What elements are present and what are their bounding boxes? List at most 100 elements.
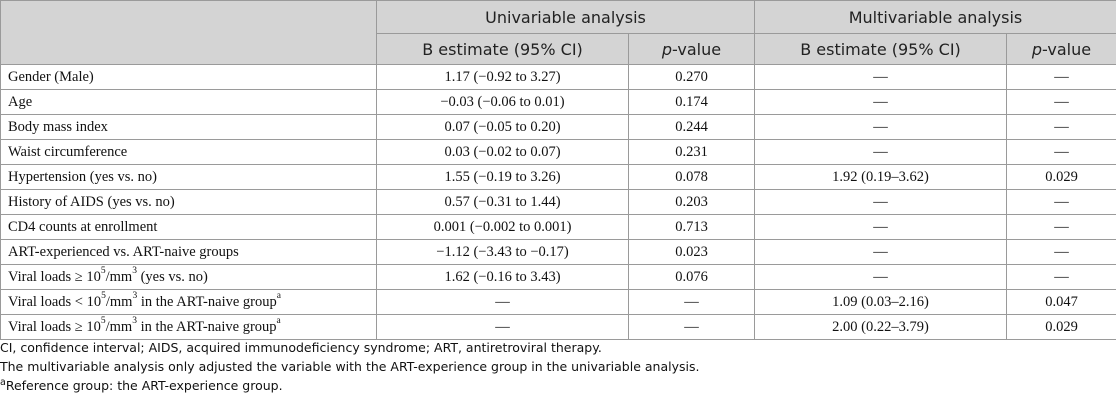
- univariable-p-value: 0.231: [628, 139, 755, 165]
- label-part: (yes vs. no): [136, 268, 208, 285]
- footnote-reference: aReference group: the ART-experience gro…: [0, 376, 1116, 395]
- table-row: History of AIDS (yes vs. no) 0.57 (−0.31…: [0, 189, 1116, 215]
- superscript: 5: [100, 265, 106, 276]
- univariable-p-value: 0.023: [628, 239, 755, 265]
- superscript: 5: [101, 290, 106, 301]
- header-row-groups: Univariable analysis Multivariable analy…: [0, 0, 1116, 65]
- label-part: Viral loads < 10: [8, 293, 102, 310]
- table-row: Age −0.03 (−0.06 to 0.01) 0.174 — —: [0, 89, 1116, 115]
- footnote-marker: a: [0, 377, 6, 388]
- superscript: 5: [100, 315, 106, 326]
- univariable-b-estimate: 0.03 (−0.02 to 0.07): [376, 139, 629, 165]
- row-label: ART-experienced vs. ART-naive groups: [0, 239, 377, 265]
- univariable-p-value: 0.076: [628, 264, 755, 290]
- footnote-reference-text: Reference group: the ART-experience grou…: [5, 378, 283, 393]
- superscript: 3: [132, 265, 137, 276]
- univariable-p-value: 0.270: [628, 64, 755, 90]
- multivariable-p-value: 0.029: [1006, 164, 1116, 190]
- row-label: Gender (Male): [0, 64, 377, 90]
- table-row: Viral loads ≥ 105/mm3 (yes vs. no) 1.62 …: [0, 264, 1116, 290]
- table-row: Viral loads < 105/mm3 in the ART-naive g…: [0, 289, 1116, 315]
- univariable-b-estimate: 1.55 (−0.19 to 3.26): [376, 164, 629, 190]
- multivariable-p-value: —: [1006, 114, 1116, 140]
- label-part: /mm: [105, 268, 133, 285]
- row-label: Waist circumference: [0, 139, 377, 165]
- multivariable-b-estimate: 2.00 (0.22–3.79): [754, 314, 1007, 340]
- multivariable-p-value: —: [1006, 264, 1116, 290]
- univariable-p-value: —: [628, 289, 755, 315]
- label-part: /mm: [105, 318, 133, 335]
- row-label: CD4 counts at enrollment: [0, 214, 377, 240]
- row-label: Viral loads ≥ 105/mm3 in the ART-naive g…: [0, 314, 377, 340]
- univariable-b-estimate: 0.57 (−0.31 to 1.44): [376, 189, 629, 215]
- univariable-b-estimate: —: [376, 289, 629, 315]
- header-univariable: Univariable analysis: [376, 0, 755, 34]
- superscript: 3: [132, 315, 137, 326]
- row-label: Viral loads ≥ 105/mm3 (yes vs. no): [0, 264, 377, 290]
- label-part: Viral loads ≥ 10: [8, 268, 101, 285]
- row-label: Viral loads < 105/mm3 in the ART-naive g…: [0, 289, 377, 315]
- univariable-b-estimate: −1.12 (−3.43 to −0.17): [376, 239, 629, 265]
- superscript: 3: [132, 290, 138, 301]
- multivariable-b-estimate: —: [754, 214, 1007, 240]
- footnote-abbreviations: CI, confidence interval; AIDS, acquired …: [0, 340, 602, 355]
- multivariable-p-value: —: [1006, 139, 1116, 165]
- footnote-marker: a: [276, 290, 281, 301]
- multivariable-b-estimate: —: [754, 64, 1007, 90]
- table-row: Waist circumference 0.03 (−0.02 to 0.07)…: [0, 139, 1116, 165]
- multivariable-b-estimate: —: [754, 189, 1007, 215]
- header-m-b-estimate: B estimate (95% CI): [754, 33, 1007, 65]
- multivariable-b-estimate: —: [754, 89, 1007, 115]
- p-italic: p: [1031, 39, 1043, 59]
- univariable-b-estimate: 1.62 (−0.16 to 3.43): [376, 264, 629, 290]
- multivariable-b-estimate: —: [754, 139, 1007, 165]
- row-label: Age: [0, 89, 377, 115]
- table-row: Body mass index 0.07 (−0.05 to 0.20) 0.2…: [0, 114, 1116, 140]
- multivariable-b-estimate: 1.92 (0.19–3.62): [754, 164, 1007, 190]
- footnote-marker: a: [276, 315, 281, 326]
- header-variable-cell: [0, 0, 377, 65]
- header-u-p-value: p-value: [628, 33, 755, 65]
- p-suffix: -value: [1042, 39, 1092, 59]
- univariable-b-estimate: 0.07 (−0.05 to 0.20): [376, 114, 629, 140]
- univariable-b-estimate: −0.03 (−0.06 to 0.01): [376, 89, 629, 115]
- header-u-b-estimate: B estimate (95% CI): [376, 33, 629, 65]
- multivariable-b-estimate: —: [754, 114, 1007, 140]
- row-label: History of AIDS (yes vs. no): [0, 189, 377, 215]
- univariable-p-value: —: [628, 314, 755, 340]
- multivariable-b-estimate: 1.09 (0.03–2.16): [754, 289, 1007, 315]
- multivariable-b-estimate: —: [754, 239, 1007, 265]
- multivariable-p-value: —: [1006, 89, 1116, 115]
- table-row: Hypertension (yes vs. no) 1.55 (−0.19 to…: [0, 164, 1116, 190]
- results-table: Univariable analysis Multivariable analy…: [0, 0, 1116, 340]
- multivariable-p-value: —: [1006, 214, 1116, 240]
- multivariable-p-value: —: [1006, 189, 1116, 215]
- univariable-p-value: 0.713: [628, 214, 755, 240]
- header-multivariable: Multivariable analysis: [754, 0, 1116, 34]
- table-row: CD4 counts at enrollment 0.001 (−0.002 t…: [0, 214, 1116, 240]
- multivariable-p-value: —: [1006, 64, 1116, 90]
- header-m-p-value: p-value: [1006, 33, 1116, 65]
- label-part: Viral loads ≥ 10: [8, 318, 101, 335]
- p-suffix: -value: [672, 39, 722, 59]
- row-label: Body mass index: [0, 114, 377, 140]
- univariable-b-estimate: —: [376, 314, 629, 340]
- p-italic: p: [661, 39, 673, 59]
- table-row: Viral loads ≥ 105/mm3 in the ART-naive g…: [0, 314, 1116, 340]
- row-label: Hypertension (yes vs. no): [0, 164, 377, 190]
- footnote-adjustment: The multivariable analysis only adjusted…: [0, 359, 700, 374]
- univariable-p-value: 0.203: [628, 189, 755, 215]
- multivariable-p-value: 0.029: [1006, 314, 1116, 340]
- univariable-p-value: 0.244: [628, 114, 755, 140]
- multivariable-b-estimate: —: [754, 264, 1007, 290]
- univariable-b-estimate: 0.001 (−0.002 to 0.001): [376, 214, 629, 240]
- multivariable-p-value: —: [1006, 239, 1116, 265]
- label-part: in the ART-naive group: [136, 318, 277, 335]
- univariable-b-estimate: 1.17 (−0.92 to 3.27): [376, 64, 629, 90]
- label-part: in the ART-naive group: [137, 293, 277, 310]
- header-row-columns: B estimate (95% CI) p-value B estimate (…: [1, 33, 1116, 65]
- table-row: Gender (Male) 1.17 (−0.92 to 3.27) 0.270…: [0, 64, 1116, 90]
- label-part: /mm: [105, 293, 133, 310]
- multivariable-p-value: 0.047: [1006, 289, 1116, 315]
- table-footnotes: CI, confidence interval; AIDS, acquired …: [0, 338, 1116, 395]
